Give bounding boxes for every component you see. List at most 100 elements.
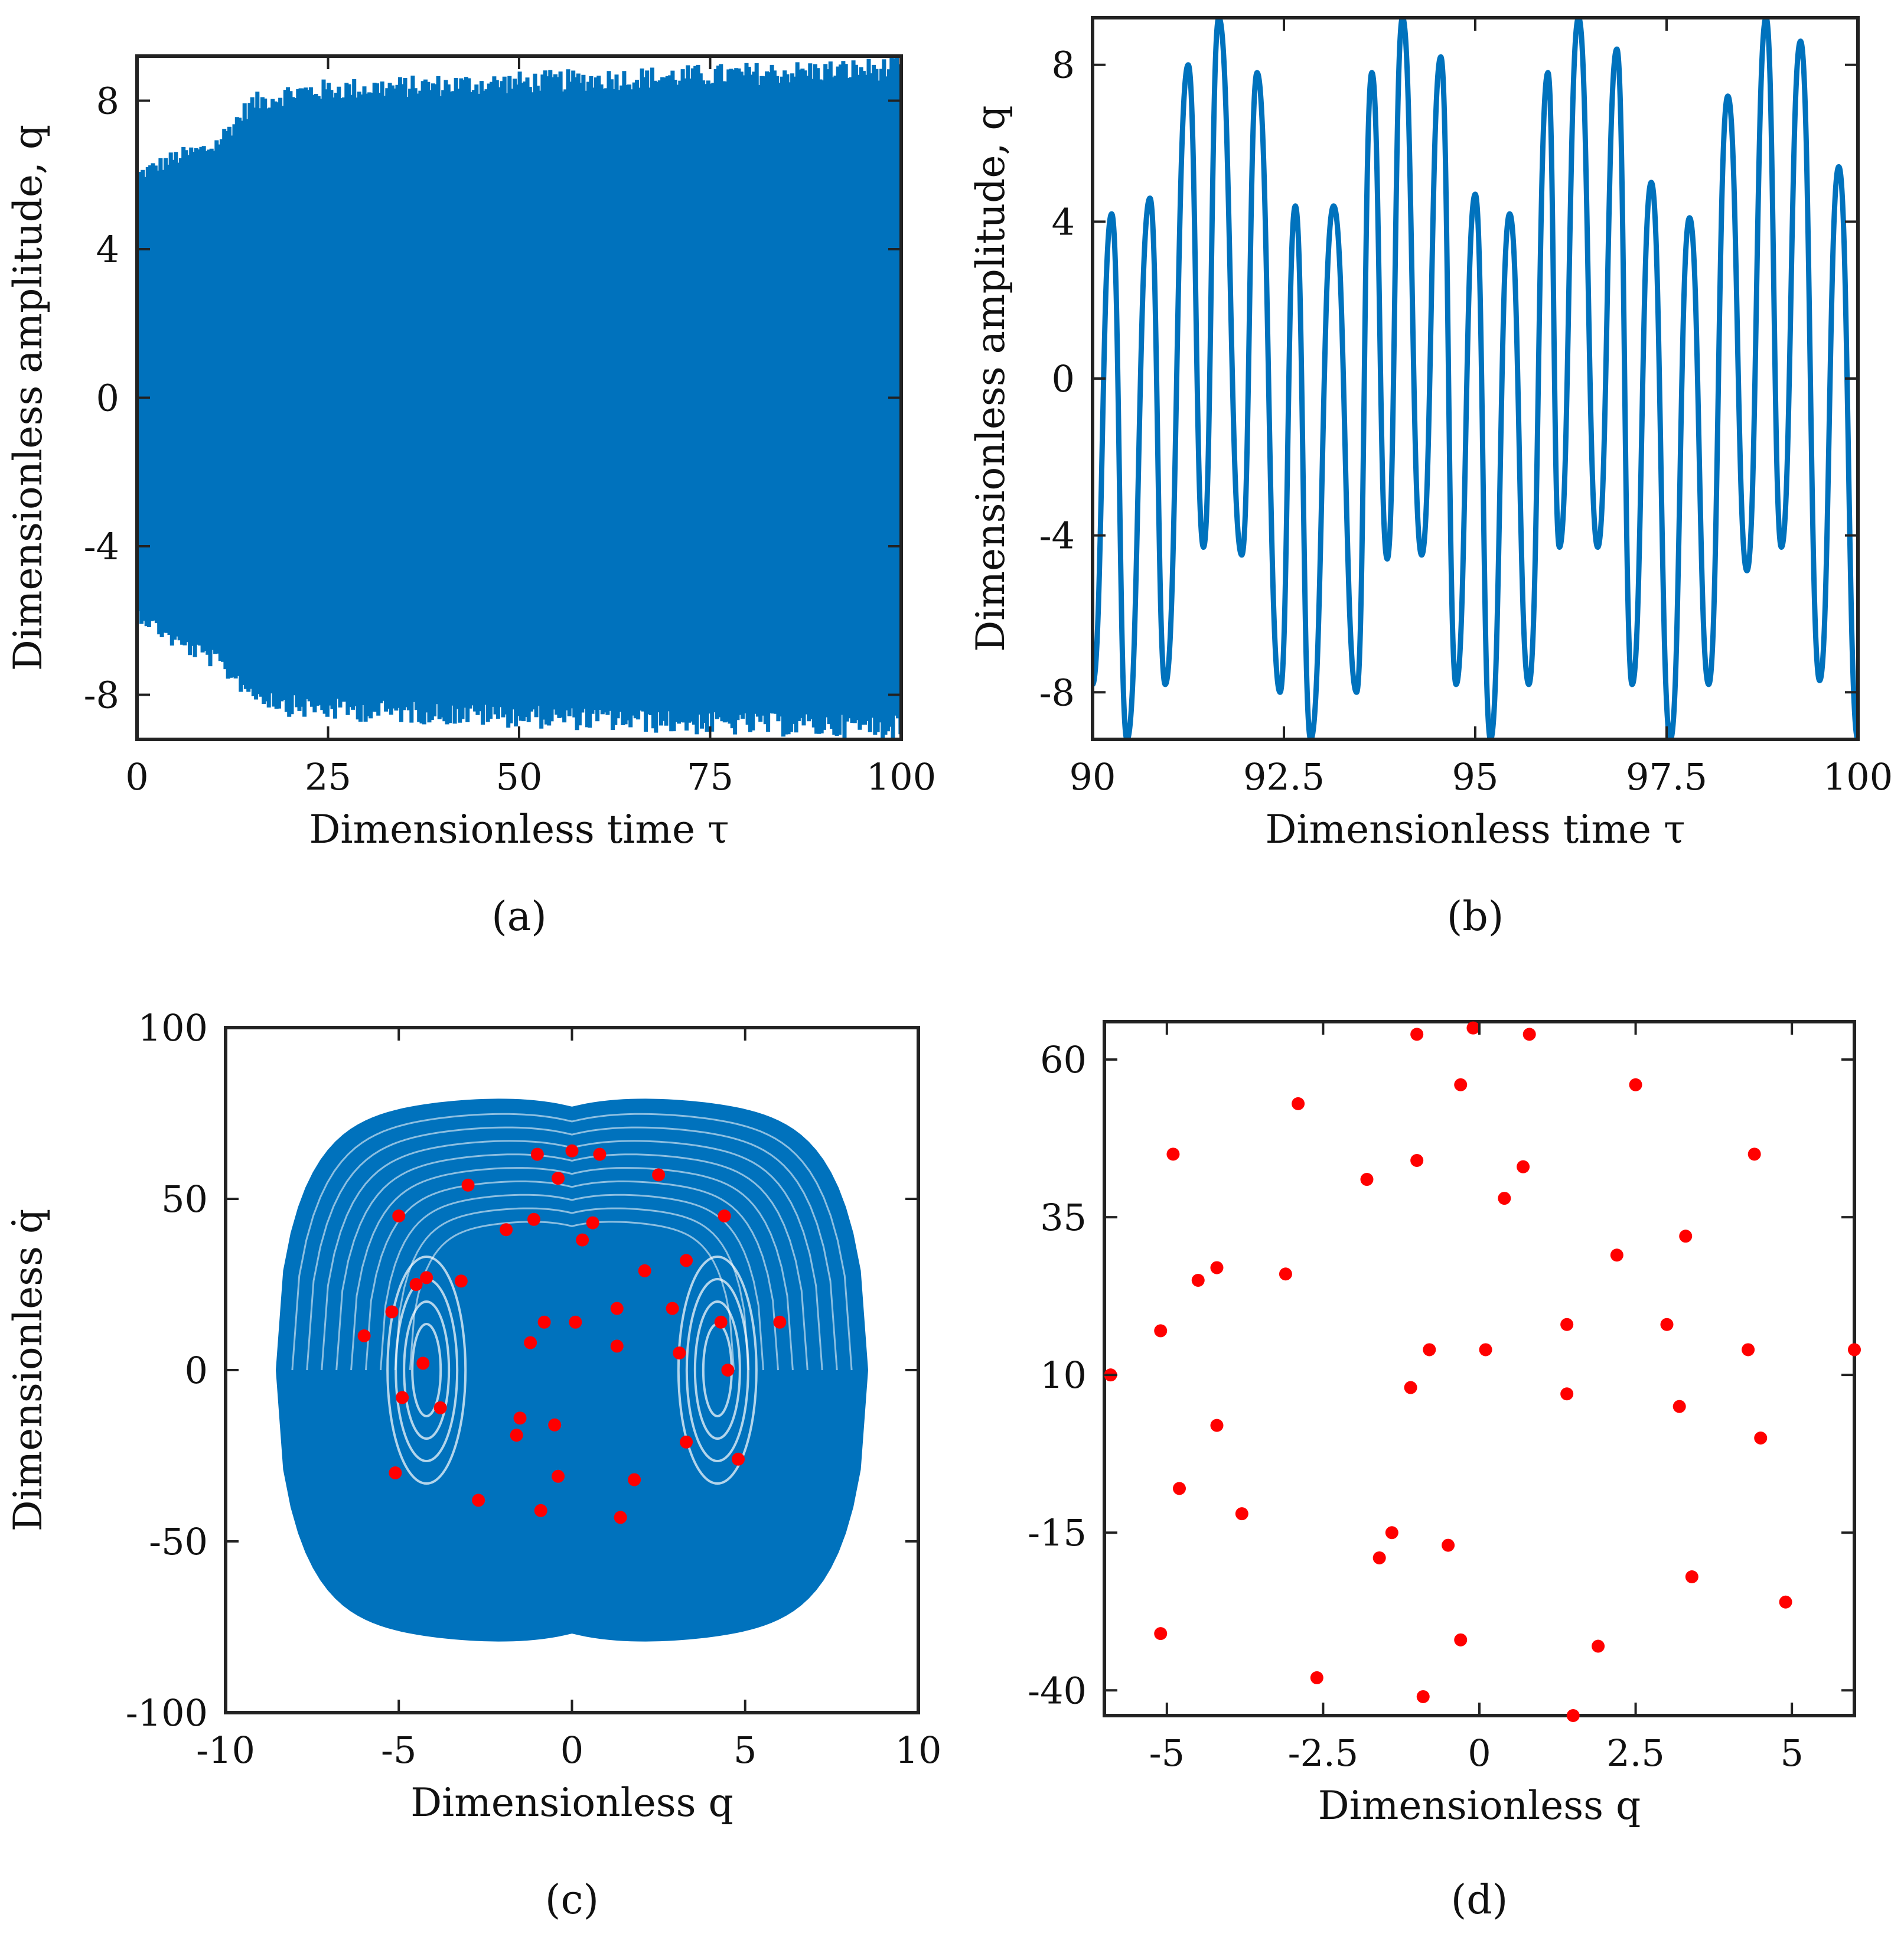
y-axis-label: Dimensionless amplitude, q: [5, 125, 51, 671]
poincare-point: [680, 1254, 693, 1267]
poincare-point: [1154, 1627, 1168, 1641]
x-tick-label: 2.5: [1606, 1732, 1665, 1775]
series-line-q: [137, 57, 901, 739]
y-tick-label: 0: [1052, 357, 1075, 400]
poincare-point: [1454, 1078, 1468, 1091]
poincare-point: [530, 1147, 544, 1161]
poincare-point: [773, 1315, 787, 1329]
inner-orbit-ring: [685, 1278, 749, 1462]
y-tick-label: 50: [161, 1178, 208, 1221]
x-tick-label: 100: [1823, 755, 1893, 798]
poincare-point: [1660, 1318, 1674, 1331]
x-axis-label: Dimensionless q: [1318, 1783, 1641, 1828]
x-tick-label: 90: [1070, 755, 1116, 798]
inner-orbit-ring: [693, 1300, 741, 1440]
poincare-point: [666, 1302, 679, 1315]
y-tick-label: 8: [1052, 44, 1075, 87]
poincare-point: [357, 1329, 371, 1342]
poincare-point: [1310, 1671, 1323, 1684]
poincare-point: [610, 1339, 624, 1353]
poincare-point: [1372, 1551, 1386, 1564]
poincare-point: [1454, 1633, 1468, 1646]
y-tick-label: 8: [96, 79, 119, 122]
poincare-point: [673, 1346, 686, 1359]
x-tick-label: 95: [1452, 755, 1499, 798]
y-tick-label: -4: [84, 525, 119, 568]
orbit-streak: [380, 1194, 764, 1371]
y-tick-label: -50: [149, 1520, 208, 1563]
panel-caption: (c): [545, 1877, 599, 1923]
poincare-point: [1173, 1482, 1186, 1495]
orbit-streak: [335, 1153, 808, 1371]
x-tick-label: -5: [381, 1729, 416, 1772]
x-axis-label: Dimensionless q: [410, 1780, 733, 1825]
poincare-point: [1191, 1273, 1205, 1287]
poincare-point: [576, 1233, 589, 1247]
y-tick-label: -15: [1028, 1511, 1087, 1554]
poincare-point: [593, 1147, 607, 1161]
poincare-point: [569, 1315, 582, 1329]
plot-frame: [1103, 1020, 1856, 1717]
orbit-streak: [350, 1167, 794, 1371]
poincare-point: [1423, 1343, 1436, 1357]
poincare-point: [396, 1391, 409, 1404]
x-tick-label: 0: [560, 1729, 583, 1772]
poincare-point: [1385, 1526, 1398, 1540]
x-axis-label: Dimensionless time τ: [1265, 807, 1685, 852]
poincare-point: [552, 1172, 565, 1185]
poincare-point: [1560, 1387, 1574, 1401]
poincare-point: [1166, 1147, 1180, 1161]
poincare-point: [454, 1274, 468, 1288]
phase-portrait-trajectory: [275, 1098, 869, 1642]
x-tick-label: 10: [895, 1729, 942, 1772]
x-tick-label: 75: [687, 755, 733, 798]
y-tick-label: 4: [96, 228, 119, 271]
poincare-point: [1466, 1021, 1480, 1035]
poincare-point: [537, 1315, 551, 1329]
poincare-point: [1566, 1709, 1580, 1722]
poincare-point: [385, 1305, 399, 1319]
poincare-point: [420, 1271, 433, 1284]
series-line-q: [1093, 18, 1858, 739]
orbit-streak: [365, 1180, 779, 1371]
y-tick-label: 0: [96, 377, 119, 420]
x-tick-label: 25: [305, 755, 351, 798]
inner-orbit-ring: [403, 1300, 451, 1440]
inner-orbit-ring: [386, 1256, 467, 1485]
x-tick-label: 100: [866, 755, 936, 798]
poincare-point: [1629, 1078, 1642, 1091]
y-axis-label: Dimensionless amplitude, q: [968, 105, 1013, 651]
x-tick-label: -2.5: [1288, 1732, 1359, 1775]
poincare-point: [1235, 1507, 1248, 1521]
poincare-point: [680, 1435, 693, 1449]
orbit-streak: [394, 1207, 750, 1371]
poincare-point: [534, 1504, 547, 1517]
y-tick-label: -40: [1028, 1669, 1087, 1712]
poincare-point: [1479, 1343, 1492, 1357]
poincare-point: [1292, 1097, 1305, 1110]
poincare-point: [1517, 1160, 1530, 1173]
poincare-point: [1210, 1419, 1224, 1432]
poincare-point: [1685, 1570, 1698, 1583]
poincare-point: [1442, 1538, 1455, 1552]
inner-orbit-ring: [411, 1323, 442, 1417]
y-tick-label: -8: [84, 674, 119, 717]
y-tick-label: -8: [1039, 671, 1075, 714]
poincare-point: [610, 1302, 624, 1315]
poincare-point: [1679, 1230, 1693, 1243]
x-tick-label: 50: [496, 755, 543, 798]
poincare-point: [1610, 1248, 1623, 1262]
poincare-point: [1672, 1400, 1686, 1413]
poincare-point: [714, 1315, 728, 1329]
poincare-point: [652, 1168, 666, 1182]
poincare-point: [527, 1212, 540, 1226]
poincare-point: [389, 1466, 402, 1479]
poincare-point: [510, 1429, 523, 1442]
poincare-point: [409, 1278, 423, 1291]
poincare-point: [1848, 1343, 1861, 1357]
x-tick-label: 0: [1468, 1732, 1491, 1775]
x-tick-label: -5: [1149, 1732, 1185, 1775]
poincare-point: [614, 1511, 627, 1524]
